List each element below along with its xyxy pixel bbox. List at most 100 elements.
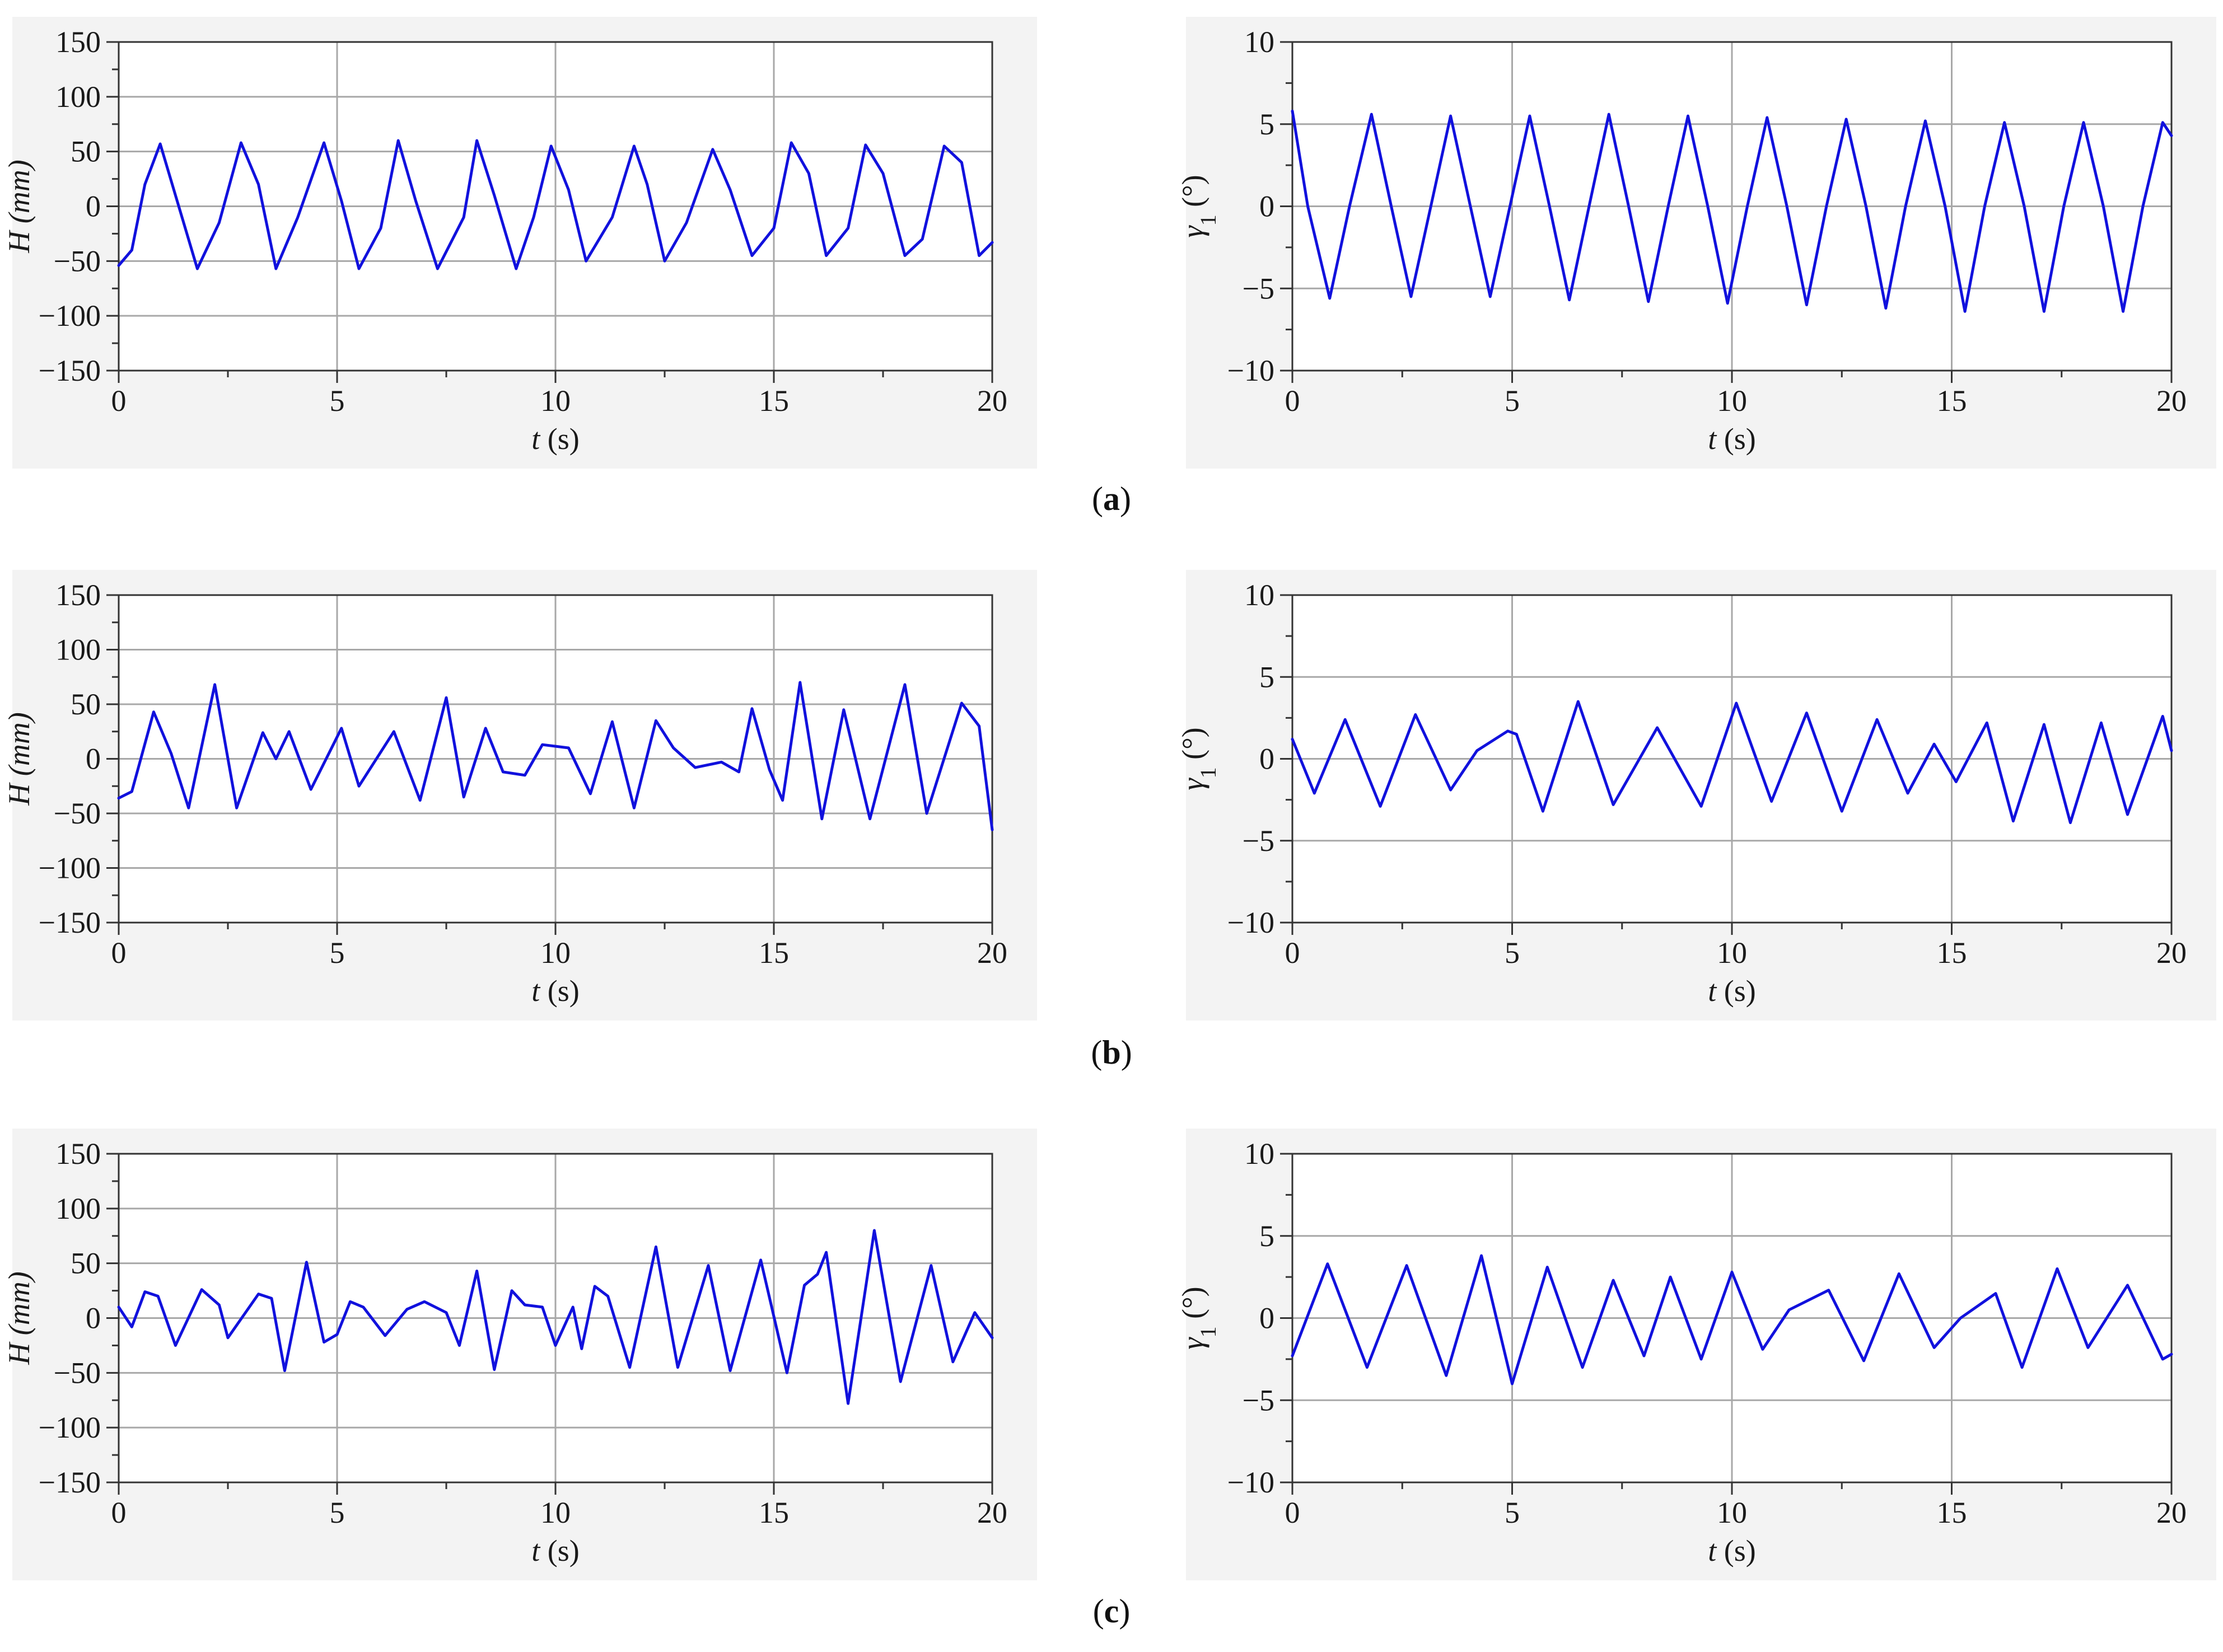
series-line-0 (1291, 109, 2173, 313)
y-axis-unit: (°) (1176, 1286, 1209, 1326)
y-tick-label: 0 (1259, 1302, 1274, 1335)
y-axis-unit: (°) (1176, 727, 1209, 767)
y-tick-label: 0 (1259, 742, 1274, 776)
x-axis-unit: (s) (540, 1534, 579, 1567)
y-tick-label: 10 (1244, 1137, 1274, 1171)
y-axis-unit: (mm) (2, 1271, 36, 1342)
panel-label-close: ) (1121, 1034, 1132, 1071)
x-tick-label: 10 (540, 936, 571, 970)
y-axis-var: γ (1176, 225, 1209, 238)
y-tick-label: 5 (1259, 660, 1274, 694)
y-tick-label: 10 (1244, 578, 1274, 612)
chart-panel-1-0: 0 5 10 15 20 −150 −100 −50 0 50 100 150 t (s) H (mm) (2, 570, 1037, 1021)
x-axis-unit: (s) (1716, 1534, 1755, 1567)
x-tick-label: 10 (1717, 384, 1747, 418)
y-tick-label: −10 (1227, 906, 1274, 939)
y-tick-label: 5 (1259, 1219, 1274, 1253)
panel-label-close: ) (1119, 1593, 1130, 1630)
x-axis-unit: (s) (1716, 974, 1755, 1008)
panel-label-letter: c (1104, 1593, 1119, 1630)
y-tick-label: 0 (86, 190, 101, 223)
x-tick-label: 15 (1937, 1496, 1967, 1529)
x-axis-unit: (s) (1716, 422, 1755, 456)
y-tick-label: −100 (39, 1411, 101, 1444)
y-tick-label: −5 (1243, 824, 1274, 858)
y-axis-subscript: 1 (1195, 1326, 1221, 1337)
y-axis-label: H (mm) (2, 712, 36, 806)
x-axis-label: t (s) (531, 422, 580, 456)
panel-label-a: (a) (1092, 480, 1131, 517)
y-tick-label: −50 (54, 797, 101, 830)
y-tick-label: −5 (1243, 272, 1274, 305)
x-tick-label: 20 (977, 1496, 1007, 1529)
y-tick-label: 150 (55, 578, 101, 612)
panel-label-b: (b) (1091, 1034, 1132, 1071)
y-tick-label: 150 (55, 1137, 101, 1171)
x-tick-label: 20 (2156, 936, 2187, 970)
x-axis-var: t (531, 422, 541, 456)
y-tick-label: 5 (1259, 107, 1274, 141)
chart-panel-2-0: 0 5 10 15 20 −150 −100 −50 0 50 100 150 t (s) H (mm) (2, 1129, 1037, 1580)
y-tick-label: 100 (55, 80, 101, 114)
y-tick-label: −50 (54, 244, 101, 278)
x-tick-label: 5 (1505, 1496, 1520, 1529)
x-axis-var: t (531, 1534, 541, 1567)
y-axis-unit: (mm) (2, 712, 36, 783)
x-axis-var: t (1708, 1534, 1717, 1567)
y-axis-label: γ1 (°) (1176, 1286, 1221, 1349)
panel-label-letter: b (1102, 1034, 1120, 1071)
y-axis-subscript: 1 (1195, 767, 1221, 778)
y-axis-label: H (mm) (2, 1271, 36, 1365)
series-line-0 (1291, 1254, 2173, 1386)
y-axis-var: H (2, 782, 36, 806)
series-line-0 (117, 139, 994, 270)
y-tick-label: −100 (39, 299, 101, 333)
x-tick-label: 20 (977, 936, 1007, 970)
x-tick-label: 5 (1505, 384, 1520, 418)
x-axis-unit: (s) (540, 422, 579, 456)
x-tick-label: 10 (1717, 1496, 1747, 1529)
x-axis-label: t (s) (1708, 1534, 1756, 1567)
series-line-0 (117, 681, 994, 831)
y-tick-label: 0 (86, 742, 101, 776)
y-tick-label: 100 (55, 1192, 101, 1225)
panel-label-open: ( (1092, 480, 1103, 517)
y-axis-subscript: 1 (1195, 214, 1221, 226)
y-tick-label: 150 (55, 25, 101, 59)
chart-panel-0-0: 0 5 10 15 20 −150 −100 −50 0 50 100 150 t (s) H (mm) (2, 17, 1037, 469)
panel-label-c: (c) (1093, 1593, 1131, 1630)
y-tick-label: 10 (1244, 25, 1274, 59)
x-tick-label: 15 (1937, 936, 1967, 970)
x-tick-label: 20 (977, 384, 1007, 418)
y-axis-label: H (mm) (2, 160, 36, 253)
panel-label-open: ( (1091, 1034, 1102, 1071)
y-tick-label: 100 (55, 633, 101, 667)
y-tick-label: −5 (1243, 1383, 1274, 1417)
y-axis-unit: (mm) (2, 160, 36, 231)
panel-label-letter: a (1103, 480, 1120, 517)
x-axis-label: t (s) (1708, 422, 1756, 456)
x-tick-label: 15 (759, 1496, 789, 1529)
x-tick-label: 5 (330, 936, 345, 970)
x-tick-label: 0 (1285, 936, 1300, 970)
x-tick-label: 15 (759, 936, 789, 970)
y-tick-label: −150 (39, 354, 101, 387)
x-axis-unit: (s) (540, 974, 579, 1008)
x-tick-label: 10 (540, 1496, 571, 1529)
x-tick-label: 5 (1505, 936, 1520, 970)
x-tick-label: 0 (1285, 1496, 1300, 1529)
y-tick-label: −150 (39, 1466, 101, 1499)
y-tick-label: 50 (71, 1247, 101, 1280)
y-tick-label: −10 (1227, 1466, 1274, 1499)
x-axis-label: t (s) (1708, 974, 1756, 1008)
x-tick-label: 0 (111, 936, 127, 970)
y-tick-label: 50 (71, 687, 101, 721)
x-axis-label: t (s) (531, 974, 580, 1008)
x-axis-label: t (s) (531, 1534, 580, 1567)
y-tick-label: 0 (1259, 190, 1274, 223)
y-tick-label: 0 (86, 1302, 101, 1335)
x-tick-label: 5 (330, 1496, 345, 1529)
x-tick-label: 10 (1717, 936, 1747, 970)
x-tick-label: 0 (111, 1496, 127, 1529)
